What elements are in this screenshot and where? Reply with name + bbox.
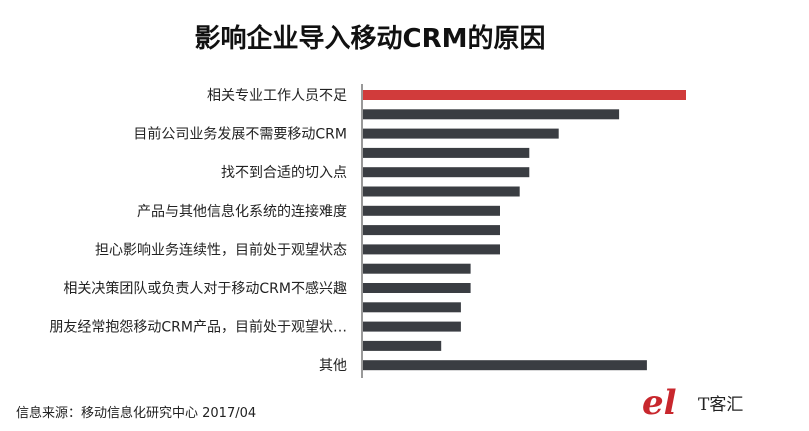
bar-highlight — [363, 90, 686, 100]
brand-text: T客汇 — [698, 395, 743, 415]
category-label: 产品与其他信息化系统的连接难度 — [137, 203, 347, 220]
bar — [363, 321, 461, 332]
bar — [363, 283, 471, 293]
brand-logo: el T客汇 — [642, 383, 743, 423]
category-label: 其他 — [319, 358, 347, 374]
category-label: 目前公司业务发展不需要移动CRM — [133, 126, 347, 143]
category-label: 担心影响业务连续性，目前处于观望状态 — [95, 241, 347, 258]
category-label: 相关专业工作人员不足 — [207, 88, 347, 104]
bar — [363, 360, 647, 371]
category-label: 朋友经常抱怨移动CRM产品，目前处于观望状… — [49, 319, 347, 336]
bar — [363, 244, 500, 255]
bar — [363, 167, 530, 178]
source-note: 信息来源：移动信息化研究中心 2017/04 — [16, 406, 257, 421]
bars-group — [363, 90, 686, 371]
bar — [363, 263, 471, 274]
bar — [363, 109, 620, 120]
category-label: 相关决策团队或负责人对于移动CRM不感兴趣 — [63, 280, 347, 297]
chart-title: 影响企业导入移动CRM的原因 — [194, 24, 546, 54]
bar — [363, 205, 500, 216]
bar — [363, 147, 530, 158]
bar — [363, 225, 500, 236]
bar — [363, 186, 520, 197]
category-label: 找不到合适的切入点 — [221, 165, 347, 181]
brand-mark-icon: el — [642, 383, 677, 423]
bar — [363, 128, 559, 139]
bar — [363, 340, 442, 351]
bar — [363, 302, 461, 313]
